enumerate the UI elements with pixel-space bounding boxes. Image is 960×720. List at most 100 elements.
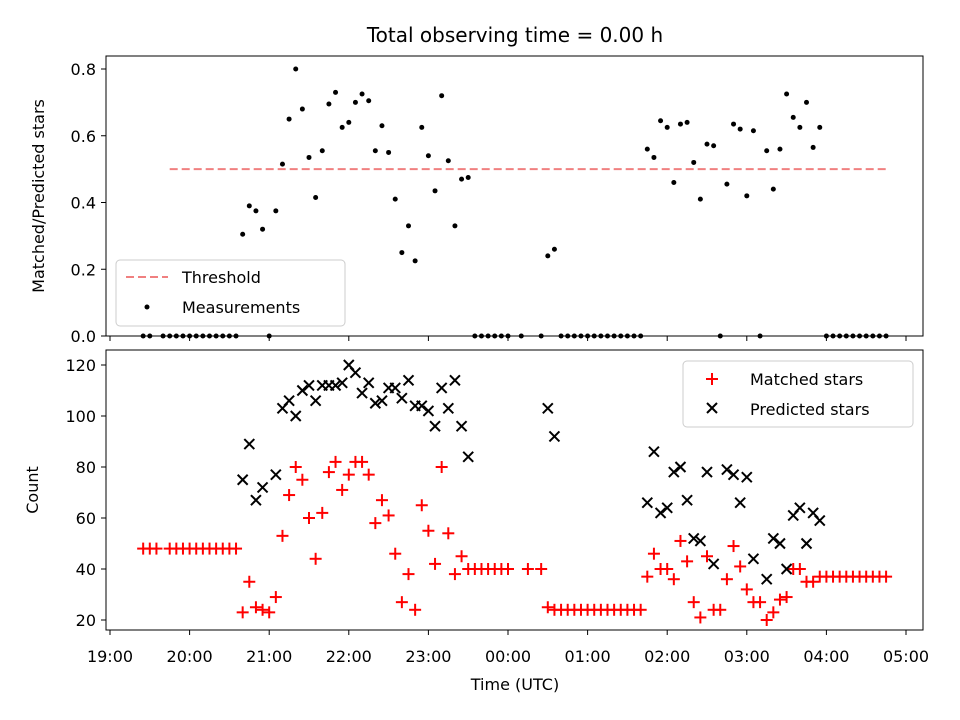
predicted-star-point (694, 535, 707, 547)
bottom-x-tick-label: 01:00 (565, 647, 611, 666)
measurement-point (273, 208, 279, 214)
matched-star-point (807, 575, 820, 588)
matched-star-point (760, 614, 773, 626)
matched-star-point (661, 563, 674, 575)
predicted-star-point (296, 384, 309, 397)
measurement-point (750, 128, 756, 134)
matched-star-point (422, 524, 435, 537)
measurement-point (419, 124, 425, 130)
measurement-point (306, 154, 312, 160)
measurement-point (260, 226, 266, 232)
predicted-star-point (548, 430, 561, 443)
legend-predicted-label: Predicted stars (750, 400, 870, 419)
matched-star-point (780, 591, 793, 604)
matched-star-point (415, 499, 428, 512)
top-y-axis-label: Matched/Predicted stars (29, 99, 48, 293)
matched-star-point (694, 611, 707, 624)
matched-star-point (256, 603, 269, 616)
bottom-x-tick-label: 03:00 (724, 647, 770, 666)
predicted-star-point (290, 410, 302, 422)
measurement-point (319, 148, 325, 154)
matched-star-point (303, 512, 315, 524)
measurement-point (346, 119, 352, 125)
predicted-star-point (449, 374, 461, 387)
measurement-point (326, 101, 332, 107)
bottom-x-tick-label: 19:00 (87, 647, 133, 666)
measurement-point (658, 118, 664, 124)
legend-predicted-swatch (706, 402, 718, 414)
measurement-point (425, 153, 431, 159)
measurement-point (551, 246, 557, 252)
predicted-star-point (701, 466, 713, 478)
predicted-star-point (774, 537, 786, 550)
matched-star-point (687, 596, 700, 609)
predicted-star-point (376, 394, 388, 407)
bottom-x-tick-label: 04:00 (803, 647, 849, 666)
matched-star-point (502, 563, 514, 575)
bottom-x-tick-label: 20:00 (167, 647, 213, 666)
predicted-star-point (641, 496, 654, 509)
measurement-point (804, 99, 809, 105)
measurement-point (777, 146, 783, 152)
bottom-x-tick-label: 22:00 (326, 647, 372, 666)
matched-star-point (535, 563, 548, 575)
measurement-point (445, 158, 451, 164)
predicted-star-point (416, 400, 428, 412)
predicted-star-point (542, 402, 554, 415)
predicted-star-point (455, 420, 468, 432)
measurement-point (810, 144, 816, 150)
measurement-point (724, 181, 730, 187)
measurement-point (770, 186, 776, 192)
bottom-y-tick-label: 20 (76, 611, 96, 630)
measurement-point (452, 223, 458, 229)
measurement-point (545, 253, 551, 259)
measurement-point (459, 176, 465, 182)
legend-measurements-label: Measurements (182, 298, 300, 317)
matched-star-point (322, 466, 335, 479)
predicted-star-point (654, 507, 667, 519)
predicted-star-point (741, 471, 753, 483)
measurement-point (386, 149, 392, 155)
bottom-y-tick-label: 100 (65, 407, 96, 426)
bottom-y-tick-label: 120 (65, 356, 96, 375)
predicted-star-point (767, 532, 780, 545)
predicted-star-point (422, 405, 435, 417)
matched-star-point (309, 552, 322, 565)
matched-star-point (435, 461, 448, 473)
measurement-point (240, 231, 246, 237)
top-y-axis: 0.0 0.2 0.4 0.6 0.8 (71, 60, 106, 346)
measurement-point (691, 159, 697, 165)
legend-measurements-swatch (144, 304, 150, 310)
matched-star-point (316, 506, 329, 519)
matched-star-point (236, 606, 249, 619)
measurement-point (432, 188, 438, 194)
matched-star-point (681, 555, 694, 568)
matched-star-point (409, 603, 422, 616)
matched-star-point (362, 468, 375, 481)
predicted-star-point (389, 382, 401, 394)
measurement-point (392, 196, 398, 202)
measurement-point (352, 99, 358, 105)
predicted-star-point (336, 377, 348, 389)
measurement-point (790, 114, 796, 120)
matched-star-point (455, 550, 468, 563)
measurement-point (279, 161, 285, 167)
predicted-star-point (747, 553, 760, 565)
measurement-point (412, 258, 418, 264)
bottom-x-tick-label: 21:00 (246, 647, 292, 666)
predicted-star-point (734, 496, 746, 509)
measurement-point (764, 148, 770, 154)
measurement-point (684, 119, 690, 125)
matched-star-point (773, 593, 786, 606)
legend-matched-label: Matched stars (750, 370, 863, 389)
matched-star-point (263, 606, 276, 619)
matched-star-point (880, 570, 893, 583)
predicted-star-point (329, 379, 342, 392)
legend-matched-swatch (706, 373, 718, 385)
matched-star-point (342, 468, 355, 481)
matched-star-point (647, 547, 660, 560)
measurement-point (333, 89, 339, 95)
measurement-point (359, 91, 365, 97)
measurement-point (399, 250, 405, 256)
